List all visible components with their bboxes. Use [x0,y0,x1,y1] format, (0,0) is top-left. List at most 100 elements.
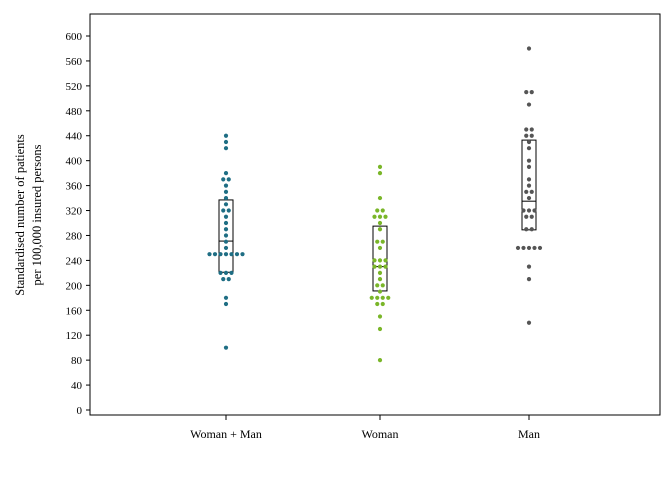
y-tick-label: 320 [66,206,83,218]
series-man [515,46,543,325]
data-point [223,146,229,151]
data-point [526,46,532,51]
data-point [229,270,234,275]
y-axis: 0 40 80 120 160 200 240 280 320 360 400 440 480 520 56… [66,31,90,417]
data-point [524,189,529,194]
y-tick-label: 80 [71,355,83,367]
y-tick-label: 240 [66,255,83,267]
data-point [526,177,532,182]
data-point [375,301,380,307]
data-point [524,227,529,232]
data-point [375,295,380,300]
y-tick-label: 120 [66,330,83,342]
data-point [377,277,383,282]
y-tick-label: 280 [66,230,83,242]
data-point [377,214,383,219]
data-point [526,245,532,251]
data-point [524,133,529,138]
y-axis-label-line-2: per 100,000 insured persons [30,144,44,285]
data-point [526,183,532,188]
data-point [372,258,377,263]
y-tick-label: 400 [66,156,83,168]
data-point [515,245,521,251]
data-point [223,295,229,300]
x-tick-label: Woman + Man [190,427,262,441]
data-point [223,171,229,176]
data-point [375,239,380,244]
series-layer [207,46,543,363]
data-point [377,227,383,232]
y-tick-label: 440 [66,131,83,143]
y-tick-label: 0 [77,405,83,417]
data-point [369,295,374,300]
data-point [226,208,231,213]
data-point [526,158,532,163]
y-tick-label: 200 [66,280,83,292]
data-point [377,220,383,226]
data-point [380,283,385,288]
data-point [377,258,383,263]
data-point [240,252,245,257]
data-point [526,102,532,107]
x-axis: Woman + Man Woman Man [190,415,540,441]
data-point [372,214,377,219]
data-point [212,252,218,257]
data-point [223,245,229,251]
data-point [223,214,229,219]
data-point [529,133,534,138]
data-point [223,183,229,188]
data-point [375,208,380,213]
data-point [223,189,229,194]
y-tick-label: 360 [66,181,83,193]
data-point [526,320,532,325]
data-point [234,252,240,257]
data-point [223,239,229,244]
y-tick-label: 520 [66,81,83,93]
data-point [380,301,385,307]
y-tick-label: 560 [66,56,83,68]
data-point [383,264,388,269]
data-point [524,127,529,132]
data-point [377,264,383,269]
data-point [521,208,526,213]
data-point [380,295,385,300]
data-point [223,227,229,232]
y-axis-label-line-1: Standardised number of patients [13,134,27,296]
data-point [229,252,234,257]
data-point [524,214,529,219]
data-point [386,295,391,300]
data-point [226,177,231,182]
data-point [526,277,532,282]
data-point [529,214,534,219]
y-tick-label: 40 [71,380,83,392]
data-point [223,202,229,207]
data-point [526,208,532,213]
data-point [377,289,383,294]
data-point [529,90,534,95]
data-point [226,277,231,282]
data-point [529,127,534,132]
data-point [372,264,377,269]
data-point [221,208,226,213]
data-point [526,195,532,201]
data-point [521,245,526,251]
data-point [223,252,229,257]
data-point [223,345,229,350]
data-point [532,245,537,251]
data-point [223,195,229,201]
data-point [207,252,212,257]
data-point [383,258,388,263]
data-point [375,283,380,288]
data-point [377,314,383,319]
data-point [221,277,226,282]
data-point [377,245,383,251]
series-woman [369,164,391,363]
data-point [221,177,226,182]
data-point [377,270,383,275]
data-point [377,326,383,332]
data-point [223,139,229,145]
data-point [223,220,229,226]
x-tick-label: Woman [361,427,398,441]
data-point [383,214,388,219]
